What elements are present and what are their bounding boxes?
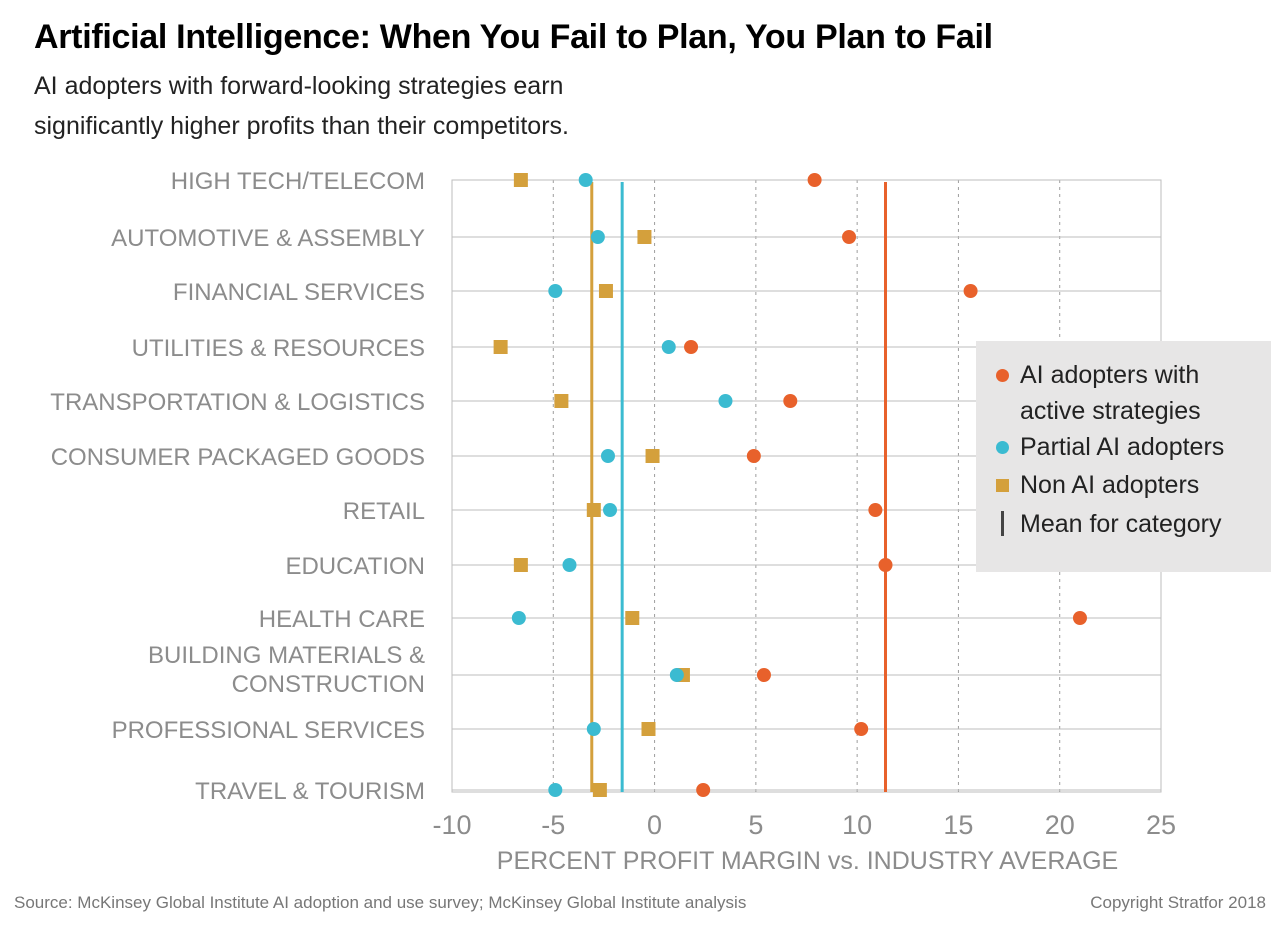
partial-adopter-marker — [548, 783, 563, 797]
non-adopter-marker — [586, 503, 601, 517]
active-adopter-marker — [807, 173, 822, 187]
legend-label-active: AI adopters with active strategies — [1020, 361, 1201, 425]
x-tick-label: 15 — [943, 810, 973, 840]
active-adopter-marker — [868, 503, 883, 517]
x-tick-label: 10 — [842, 810, 872, 840]
category-label: TRAVEL & TOURISM — [195, 778, 425, 805]
category-label: BUILDING MATERIALS & — [148, 642, 425, 669]
chart-subtitle: AI adopters with forward-looking strateg… — [34, 72, 569, 140]
non-adopter-marker — [645, 449, 660, 463]
chart-title: Artificial Intelligence: When You Fail t… — [34, 18, 993, 56]
category-label: RETAIL — [343, 498, 425, 525]
chart-legend: AI adopters with active strategies Parti… — [976, 341, 1271, 572]
category-label: HEALTH CARE — [259, 606, 425, 633]
x-tick-label: 25 — [1146, 810, 1176, 840]
x-axis-title: PERCENT PROFIT MARGIN vs. INDUSTRY AVERA… — [497, 847, 1118, 875]
copyright-note: Copyright Stratfor 2018 — [1090, 893, 1266, 912]
non-adopter-marker — [493, 340, 508, 354]
category-label: CONSUMER PACKAGED GOODS — [51, 444, 425, 471]
active-adopter-marker — [746, 449, 761, 463]
partial-adopter-marker — [603, 503, 618, 517]
non-adopter-marker — [513, 558, 528, 572]
active-adopter-marker — [783, 394, 798, 408]
partial-adopter-marker — [661, 340, 676, 354]
category-label: CONSTRUCTION — [232, 671, 425, 698]
category-label: HIGH TECH/TELECOM — [171, 168, 425, 195]
partial-adopter-marker — [669, 668, 684, 682]
active-adopter-marker — [854, 722, 869, 736]
partial-adopter-marker — [562, 558, 577, 572]
active-adopter-marker — [756, 668, 771, 682]
active-adopter-marker — [878, 558, 893, 572]
x-tick-label: -10 — [432, 810, 471, 840]
partial-adopter-marker — [578, 173, 593, 187]
partial-adopter-marker — [718, 394, 733, 408]
legend-marker-non — [996, 479, 1009, 492]
non-adopter-marker — [637, 230, 652, 244]
partial-adopter-marker — [586, 722, 601, 736]
x-tick-label: 20 — [1045, 810, 1075, 840]
active-adopter-marker — [1072, 611, 1087, 625]
category-label: TRANSPORTATION & LOGISTICS — [50, 389, 425, 416]
x-tick-label: 0 — [647, 810, 662, 840]
category-label: UTILITIES & RESOURCES — [132, 335, 425, 362]
non-adopter-marker — [641, 722, 656, 736]
x-tick-label: -5 — [541, 810, 565, 840]
legend-label-mean: Mean for category — [1020, 510, 1222, 538]
source-note: Source: McKinsey Global Institute AI ado… — [14, 893, 747, 912]
non-adopter-marker — [625, 611, 640, 625]
active-adopter-marker — [696, 783, 711, 797]
active-adopter-marker — [842, 230, 857, 244]
active-adopter-marker — [684, 340, 699, 354]
partial-adopter-marker — [548, 284, 563, 298]
category-label: AUTOMOTIVE & ASSEMBLY — [111, 225, 425, 252]
partial-adopter-marker — [511, 611, 526, 625]
non-adopter-marker — [554, 394, 569, 408]
legend-label-non: Non AI adopters — [1020, 471, 1200, 499]
non-adopter-marker — [592, 783, 607, 797]
category-label: PROFESSIONAL SERVICES — [112, 717, 425, 744]
category-label: EDUCATION — [285, 553, 425, 580]
category-label: FINANCIAL SERVICES — [173, 279, 425, 306]
non-adopter-marker — [598, 284, 613, 298]
legend-label-partial: Partial AI adopters — [1020, 433, 1225, 461]
x-tick-label: 5 — [748, 810, 763, 840]
legend-marker-active — [996, 369, 1009, 382]
legend-item-active: AI adopters with active strategies — [976, 357, 1271, 429]
non-adopter-marker — [513, 173, 528, 187]
partial-adopter-marker — [600, 449, 615, 463]
legend-marker-partial — [996, 441, 1009, 454]
active-adopter-marker — [963, 284, 978, 298]
partial-adopter-marker — [590, 230, 605, 244]
legend-marker-mean — [1001, 511, 1004, 536]
